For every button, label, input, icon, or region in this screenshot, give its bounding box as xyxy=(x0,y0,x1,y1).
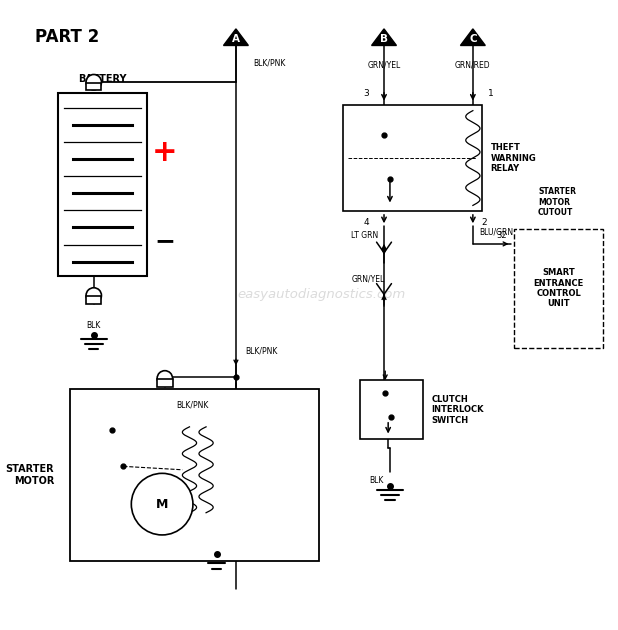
Text: LT GRN: LT GRN xyxy=(352,231,379,239)
Bar xyxy=(342,105,482,211)
Bar xyxy=(157,379,172,387)
Text: STARTER
MOTOR
CUTOUT: STARTER MOTOR CUTOUT xyxy=(538,188,576,217)
Text: 2: 2 xyxy=(482,219,488,227)
Text: A: A xyxy=(232,33,240,43)
Text: 1: 1 xyxy=(488,89,493,98)
Circle shape xyxy=(86,74,101,90)
Text: GRN/RED: GRN/RED xyxy=(455,60,491,69)
Text: STARTER
MOTOR: STARTER MOTOR xyxy=(6,464,54,486)
Text: BLK/PNK: BLK/PNK xyxy=(254,59,286,68)
Text: M: M xyxy=(156,498,168,511)
Text: PART 2: PART 2 xyxy=(35,28,99,46)
Circle shape xyxy=(131,473,193,535)
Text: B: B xyxy=(380,33,388,43)
Bar xyxy=(70,389,319,561)
Bar xyxy=(514,229,603,348)
Text: SMART
ENTRANCE
CONTROL
UNIT: SMART ENTRANCE CONTROL UNIT xyxy=(533,268,584,309)
Circle shape xyxy=(157,370,172,386)
Text: BATTERY: BATTERY xyxy=(78,74,127,84)
Text: 3: 3 xyxy=(363,89,369,98)
Text: BLK/PNK: BLK/PNK xyxy=(177,401,209,410)
Text: BLK/PNK: BLK/PNK xyxy=(245,346,277,355)
Text: THEFT
WARNING
RELAY: THEFT WARNING RELAY xyxy=(491,143,536,173)
Text: 4: 4 xyxy=(363,219,369,227)
Text: easyautodiagnostics.com: easyautodiagnostics.com xyxy=(238,288,406,301)
Text: BLK: BLK xyxy=(370,476,384,485)
Text: GRN/YEL: GRN/YEL xyxy=(352,275,384,284)
Polygon shape xyxy=(371,29,397,45)
Text: +: + xyxy=(152,137,177,166)
Circle shape xyxy=(86,288,101,303)
Bar xyxy=(86,83,101,91)
Bar xyxy=(360,380,423,439)
Bar xyxy=(58,93,147,277)
Polygon shape xyxy=(460,29,485,45)
Text: GRN/YEL: GRN/YEL xyxy=(367,60,400,69)
Bar xyxy=(86,296,101,304)
Text: BLK: BLK xyxy=(87,321,101,330)
Text: BLU/GRN: BLU/GRN xyxy=(479,227,513,237)
Polygon shape xyxy=(224,29,248,45)
Text: 32: 32 xyxy=(497,231,507,240)
Text: C: C xyxy=(469,33,476,43)
Text: CLUTCH
INTERLOCK
SWITCH: CLUTCH INTERLOCK SWITCH xyxy=(431,395,484,425)
Text: −: − xyxy=(154,229,176,253)
